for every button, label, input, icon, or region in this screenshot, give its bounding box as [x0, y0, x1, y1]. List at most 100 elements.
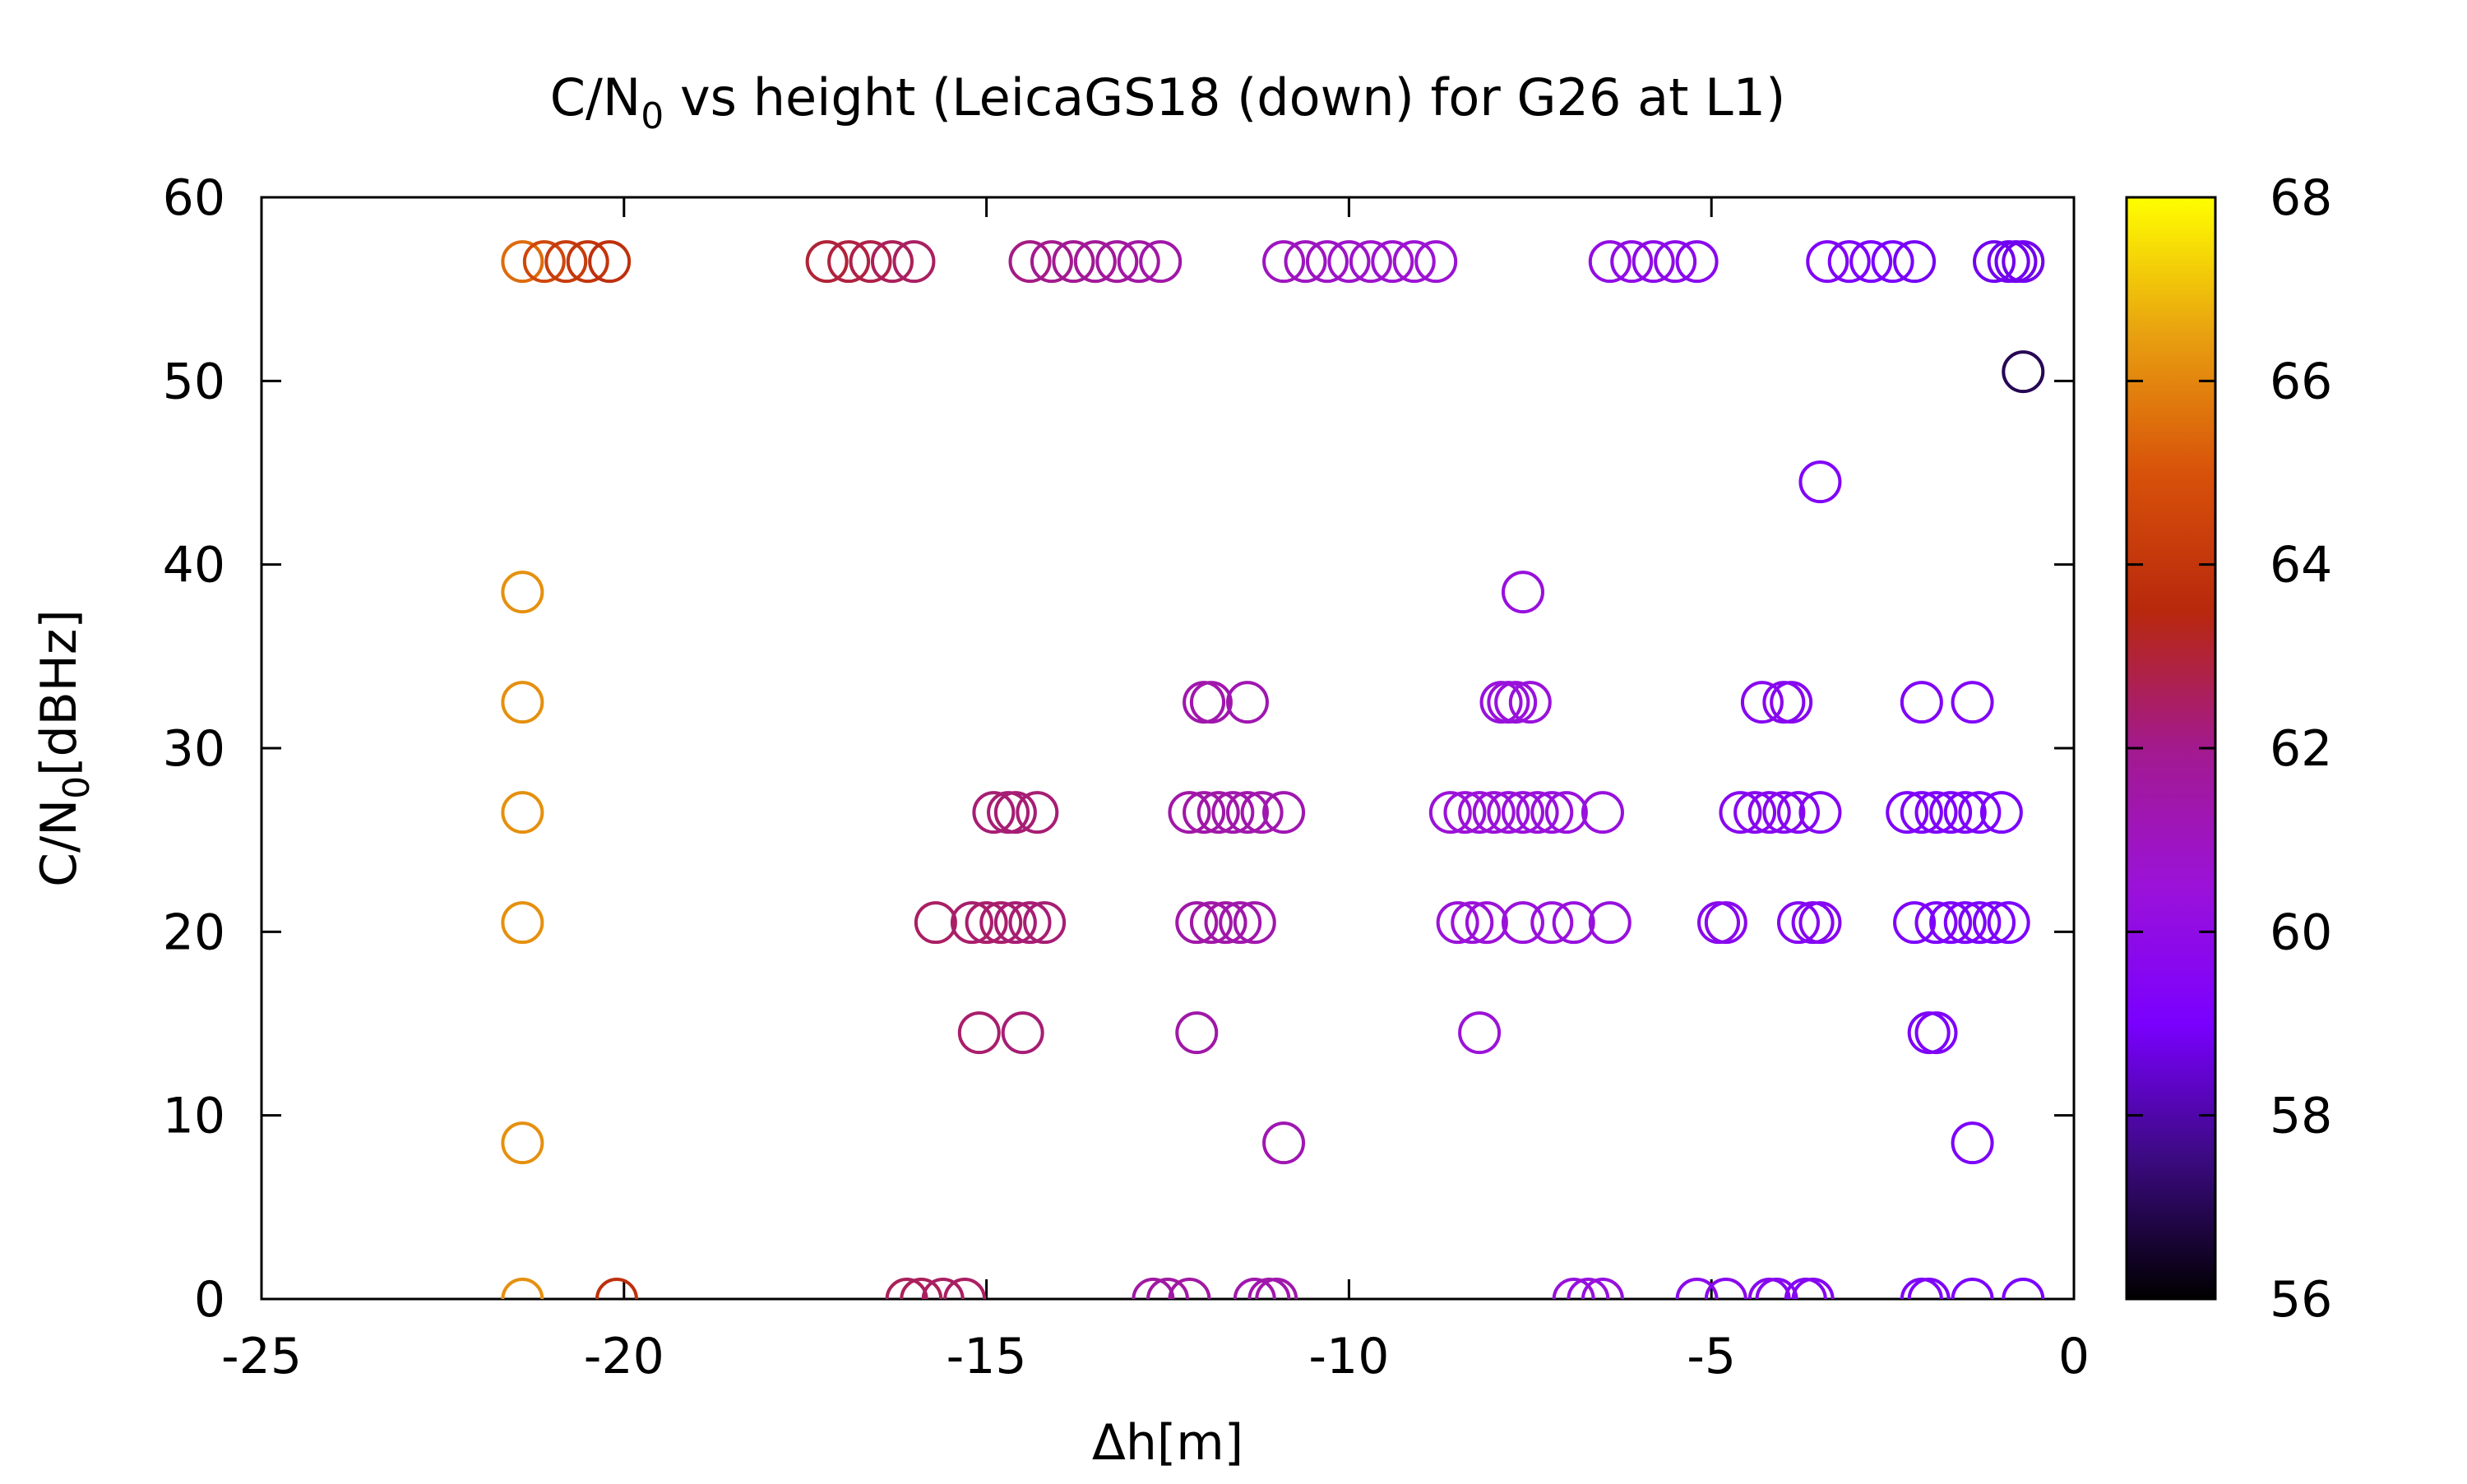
- colorbar-tick-label: 64: [2270, 537, 2332, 594]
- colorbar-tick-label: 62: [2270, 720, 2332, 778]
- data-point: [1139, 240, 1183, 284]
- data-point: [1196, 791, 1240, 834]
- data-point: [544, 240, 588, 284]
- data-point: [1458, 791, 1502, 834]
- colorbar-tick-label: 66: [2270, 353, 2332, 410]
- data-point: [522, 240, 566, 284]
- data-point: [1117, 240, 1160, 284]
- data-point: [1654, 240, 1697, 284]
- data-point: [1204, 901, 1247, 945]
- data-point: [1016, 791, 1059, 834]
- data-point: [1501, 791, 1544, 834]
- data-point: [1755, 1278, 1798, 1299]
- data-point: [1588, 240, 1632, 284]
- colorbar-tick-label: 58: [2270, 1088, 2332, 1145]
- data-point: [1849, 240, 1893, 284]
- data-point: [1501, 571, 1544, 614]
- data-point: [1095, 240, 1139, 284]
- data-point: [1610, 240, 1654, 284]
- y-tick-label: 30: [163, 720, 225, 778]
- data-point: [921, 1278, 965, 1299]
- colorbar-tick-label: 60: [2270, 904, 2332, 961]
- data-point: [1073, 240, 1117, 284]
- data-point: [1414, 240, 1458, 284]
- y-tick-label: 60: [163, 169, 225, 227]
- data-point: [1168, 791, 1211, 834]
- data-point: [1530, 901, 1574, 945]
- data-point: [2002, 1278, 2045, 1299]
- data-point: [1262, 240, 1306, 284]
- data-point: [1770, 681, 1813, 724]
- data-point: [1929, 901, 1973, 945]
- x-tick-label: -15: [947, 1328, 1027, 1385]
- data-point: [501, 681, 544, 724]
- data-point: [1371, 240, 1414, 284]
- data-point: [1183, 791, 1226, 834]
- data-point: [1704, 1278, 1747, 1299]
- data-point: [1581, 1278, 1624, 1299]
- data-point: [1704, 901, 1747, 945]
- data-point: [1023, 901, 1067, 945]
- data-point: [1168, 1278, 1211, 1299]
- data-point: [1443, 791, 1487, 834]
- data-point: [1958, 901, 2002, 945]
- y-axis-label-base: C/N: [30, 799, 88, 887]
- data-point: [1458, 1011, 1502, 1055]
- data-point: [1211, 791, 1255, 834]
- data-point: [501, 1278, 544, 1299]
- data-point: [1762, 791, 1806, 834]
- data-point: [993, 791, 1037, 834]
- chart-title-rest: vs height (LeicaGS18 (down) for G26 at L…: [664, 67, 1785, 127]
- data-point: [1798, 901, 1842, 945]
- data-point: [965, 901, 1008, 945]
- data-point: [1719, 791, 1762, 834]
- data-point: [1581, 791, 1624, 834]
- data-point: [1987, 901, 2030, 945]
- y-axis-label: C/N0[dBHz]: [30, 609, 98, 887]
- data-point: [1675, 1278, 1719, 1299]
- data-point: [1175, 901, 1219, 945]
- data-point: [1747, 791, 1791, 834]
- data-point: [979, 901, 1023, 945]
- data-point: [1886, 791, 1929, 834]
- data-point: [827, 240, 871, 284]
- data-point: [1951, 1278, 1994, 1299]
- data-point: [1327, 240, 1371, 284]
- data-point: [1552, 1278, 1595, 1299]
- data-point: [1349, 240, 1392, 284]
- data-point: [1225, 791, 1269, 834]
- chart-title: C/N0 vs height (LeicaGS18 (down) for G26…: [550, 67, 1786, 137]
- data-point: [1516, 791, 1559, 834]
- data-point: [1225, 681, 1269, 724]
- data-point: [1958, 791, 2002, 834]
- data-point: [1791, 1278, 1835, 1299]
- data-point: [1552, 901, 1595, 945]
- data-points: [501, 240, 2045, 1299]
- data-point: [1914, 1011, 1958, 1055]
- plot-area-frame: [260, 196, 2076, 1301]
- y-tick-label: 50: [163, 353, 225, 410]
- y-axis-label-subscript: 0: [56, 776, 98, 799]
- data-point: [1951, 681, 1994, 724]
- data-point: [1305, 240, 1349, 284]
- data-point: [1973, 901, 2016, 945]
- data-point: [1979, 791, 2023, 834]
- data-point: [1494, 681, 1538, 724]
- data-point: [501, 240, 544, 284]
- colorbar-axis: 56 58 60 62 64 66 68: [2127, 169, 2332, 1329]
- y-axis-label-rest: [dBHz]: [30, 609, 88, 776]
- x-tick-label: -5: [1687, 1328, 1736, 1385]
- y-tick-label: 20: [163, 904, 225, 961]
- data-point: [501, 791, 544, 834]
- data-point: [1632, 240, 1675, 284]
- data-point: [1240, 791, 1284, 834]
- x-tick-label: 0: [2058, 1328, 2090, 1385]
- colorbar-tick-label: 56: [2270, 1271, 2332, 1329]
- data-point: [1008, 901, 1052, 945]
- data-point: [1233, 901, 1276, 945]
- data-point: [950, 901, 993, 945]
- data-point: [1146, 1278, 1189, 1299]
- data-point: [1798, 791, 1842, 834]
- data-point: [1052, 240, 1095, 284]
